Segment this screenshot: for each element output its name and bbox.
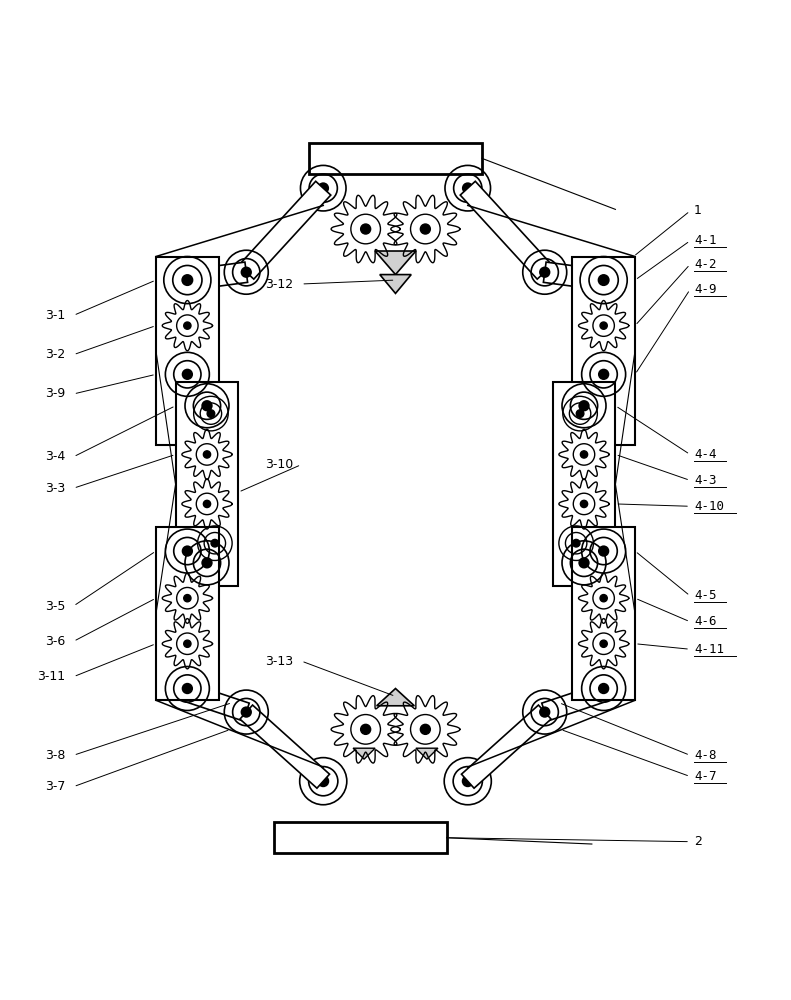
Polygon shape <box>377 689 414 706</box>
Text: 3-13: 3-13 <box>265 655 293 668</box>
Bar <box>156 257 219 445</box>
Bar <box>572 527 635 700</box>
Text: 3-6: 3-6 <box>45 635 66 648</box>
Polygon shape <box>572 389 592 415</box>
Text: 4-10: 4-10 <box>694 500 724 513</box>
Polygon shape <box>185 527 218 552</box>
Circle shape <box>581 451 588 458</box>
Circle shape <box>540 267 550 277</box>
Text: 3-7: 3-7 <box>45 780 66 793</box>
Circle shape <box>540 707 550 717</box>
Text: 4-9: 4-9 <box>694 283 717 296</box>
Circle shape <box>599 546 608 556</box>
Circle shape <box>182 275 192 285</box>
Text: 4-6: 4-6 <box>694 615 717 628</box>
Text: 3-9: 3-9 <box>45 387 66 400</box>
Polygon shape <box>416 748 438 759</box>
Circle shape <box>318 183 328 193</box>
Circle shape <box>420 224 430 234</box>
Circle shape <box>184 595 191 602</box>
Polygon shape <box>199 389 219 415</box>
Text: 4-7: 4-7 <box>694 770 717 783</box>
Bar <box>309 143 482 174</box>
Text: 3-12: 3-12 <box>265 278 293 291</box>
Circle shape <box>599 684 608 693</box>
Text: 1: 1 <box>694 204 702 217</box>
Polygon shape <box>240 705 330 788</box>
Text: 3-4: 3-4 <box>45 450 66 463</box>
Bar <box>572 257 635 445</box>
Text: 3-3: 3-3 <box>45 482 66 495</box>
Polygon shape <box>573 527 606 552</box>
Text: 4-3: 4-3 <box>694 474 717 487</box>
Text: 3-2: 3-2 <box>45 348 66 361</box>
Circle shape <box>573 539 580 547</box>
Polygon shape <box>543 262 605 290</box>
Circle shape <box>361 724 371 734</box>
Polygon shape <box>239 181 331 279</box>
Text: 3-1: 3-1 <box>45 309 66 322</box>
Circle shape <box>599 275 609 285</box>
Polygon shape <box>380 275 411 293</box>
Circle shape <box>600 595 607 602</box>
Circle shape <box>579 558 589 568</box>
Circle shape <box>202 558 212 568</box>
Circle shape <box>318 776 328 786</box>
Text: 3-5: 3-5 <box>45 600 66 613</box>
Circle shape <box>600 640 607 647</box>
Bar <box>176 382 238 586</box>
Circle shape <box>361 224 371 234</box>
Polygon shape <box>180 408 218 450</box>
Circle shape <box>183 369 192 379</box>
Polygon shape <box>184 683 249 721</box>
Circle shape <box>202 401 212 411</box>
Polygon shape <box>375 251 416 275</box>
Circle shape <box>184 640 191 647</box>
Polygon shape <box>461 705 551 788</box>
Polygon shape <box>568 541 592 580</box>
Circle shape <box>184 322 191 329</box>
Circle shape <box>599 369 608 379</box>
Text: 4-5: 4-5 <box>694 589 717 602</box>
Circle shape <box>579 401 589 411</box>
Polygon shape <box>353 748 375 759</box>
Polygon shape <box>186 262 248 290</box>
Circle shape <box>600 322 607 329</box>
Text: 4-1: 4-1 <box>694 234 717 247</box>
Text: 4-8: 4-8 <box>694 749 717 762</box>
Text: 4-4: 4-4 <box>694 448 717 461</box>
Text: 3-10: 3-10 <box>265 458 293 471</box>
Circle shape <box>183 546 192 556</box>
Circle shape <box>420 724 430 734</box>
Text: 4-2: 4-2 <box>694 258 717 271</box>
Bar <box>553 382 615 586</box>
Circle shape <box>203 500 210 508</box>
Circle shape <box>211 539 218 547</box>
Circle shape <box>581 500 588 508</box>
Circle shape <box>241 707 251 717</box>
Text: 4-11: 4-11 <box>694 643 724 656</box>
Circle shape <box>207 410 214 417</box>
Bar <box>274 822 447 853</box>
Polygon shape <box>573 408 611 450</box>
Text: 3-8: 3-8 <box>45 749 66 762</box>
Circle shape <box>183 684 192 693</box>
Circle shape <box>463 183 473 193</box>
Circle shape <box>241 267 251 277</box>
Text: 3-11: 3-11 <box>37 670 66 683</box>
Circle shape <box>577 410 584 417</box>
Circle shape <box>203 451 210 458</box>
Bar <box>156 527 219 700</box>
Polygon shape <box>199 541 223 580</box>
Text: 2: 2 <box>694 835 702 848</box>
Polygon shape <box>542 683 607 721</box>
Circle shape <box>463 776 473 786</box>
Polygon shape <box>460 181 552 279</box>
